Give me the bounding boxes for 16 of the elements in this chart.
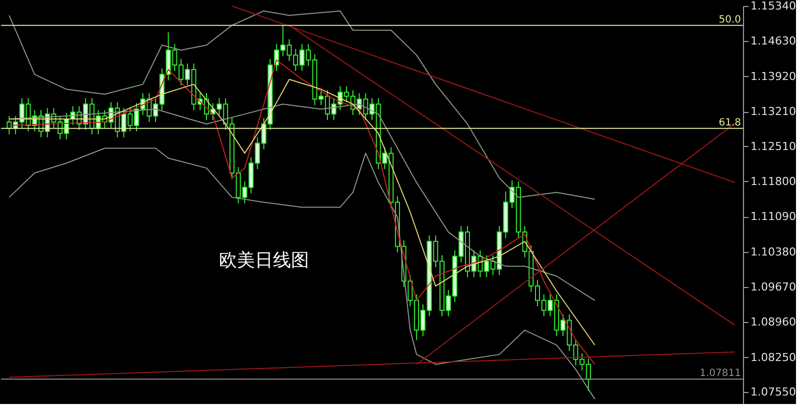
annotation: 61.8: [718, 117, 741, 128]
annotation: 50.0: [718, 14, 741, 26]
y-tick-label: 1.10380: [750, 245, 796, 258]
y-tick-label: 1.13920: [750, 70, 796, 83]
y-tick-label: 1.08960: [750, 316, 796, 329]
y-tick-label: 1.09670: [750, 280, 796, 294]
y-tick-label: 1.15340: [750, 0, 796, 12]
ref-line-label: 1.07811: [700, 368, 741, 380]
y-tick-label: 1.12510: [750, 140, 796, 153]
y-tick-label: 1.07550: [750, 386, 796, 399]
y-tick-label: 1.14630: [750, 34, 796, 48]
y-tick-label: 1.11090: [750, 210, 796, 224]
annotation: 欧美日线图: [219, 250, 309, 271]
y-tick-label: 1.13210: [750, 105, 796, 118]
y-tick-label: 1.11800: [750, 174, 796, 188]
y-tick-label: 1.08250: [750, 350, 796, 364]
